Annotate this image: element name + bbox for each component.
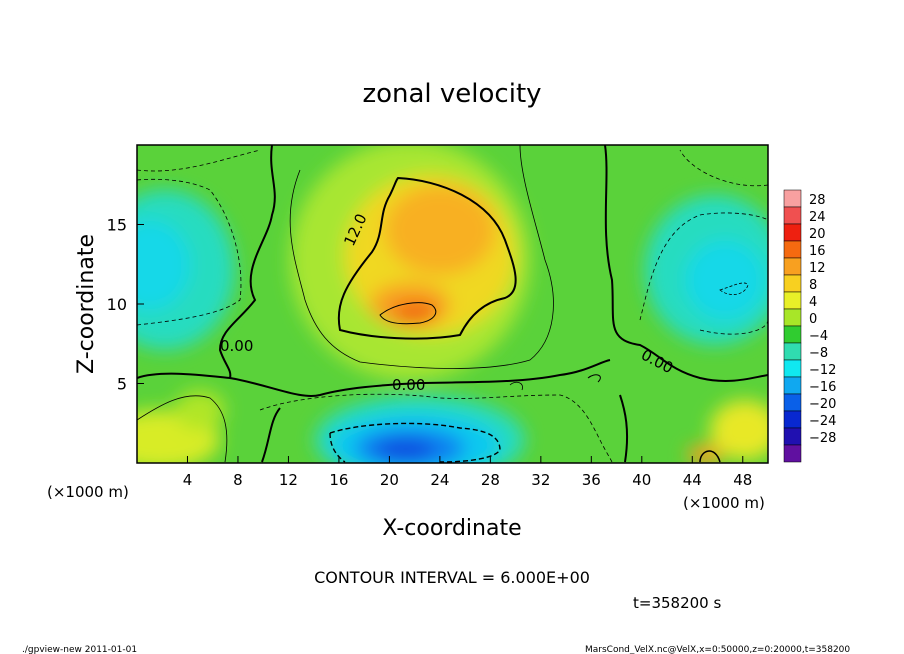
colorbar-label: −8 bbox=[809, 346, 828, 361]
colorbar-swatch bbox=[783, 206, 802, 225]
y-tick-label: 10 bbox=[107, 295, 127, 314]
x-tick-label: 16 bbox=[329, 471, 348, 489]
contour-interval: CONTOUR INTERVAL = 6.000E+00 bbox=[314, 568, 590, 587]
y-axis-title: Z-coordinate bbox=[74, 234, 99, 374]
colorbar-swatch bbox=[783, 393, 802, 412]
plot-area: 12.0 0.00 0.00 0.00 bbox=[137, 145, 768, 463]
x-tick-label: 32 bbox=[531, 471, 550, 489]
colorbar-swatch bbox=[783, 274, 802, 293]
x-axis-title: X-coordinate bbox=[382, 516, 521, 541]
footer-right: MarsCond_VelX.nc@VelX,x=0:50000,z=0:2000… bbox=[585, 645, 850, 654]
colorbar-label: −12 bbox=[809, 363, 836, 378]
colorbar-swatch bbox=[783, 342, 802, 361]
y-axis: 5 10 15 bbox=[107, 216, 144, 394]
colorbar-label: 8 bbox=[809, 278, 817, 293]
x-unit-right: (×1000 m) bbox=[683, 494, 765, 512]
colorbar: 28 24 20 16 12 8 4 0 −4 −8 −12 −16 −20 −24 −28 bbox=[783, 189, 836, 463]
x-tick-label: 20 bbox=[380, 471, 399, 489]
x-tick-label: 4 bbox=[183, 471, 193, 489]
x-tick-label: 8 bbox=[233, 471, 243, 489]
contour-label-0-left: 0.00 bbox=[220, 337, 253, 355]
x-tick-label: 44 bbox=[683, 471, 702, 489]
y-tick-label: 5 bbox=[117, 375, 127, 394]
colorbar-swatch bbox=[783, 189, 802, 208]
colorbar-label: 20 bbox=[809, 227, 826, 242]
x-axis: 4 8 12 16 20 24 28 32 36 40 44 48 bbox=[183, 456, 752, 489]
colorbar-swatch bbox=[783, 427, 802, 446]
colorbar-swatch bbox=[783, 240, 802, 259]
colorbar-swatch bbox=[783, 410, 802, 429]
colorbar-label: 0 bbox=[809, 312, 817, 327]
x-tick-label: 36 bbox=[582, 471, 601, 489]
x-unit-left: (×1000 m) bbox=[47, 483, 129, 501]
colorbar-label: −4 bbox=[809, 329, 828, 344]
colorbar-label: 24 bbox=[809, 210, 826, 225]
colorbar-swatch bbox=[783, 223, 802, 242]
x-tick-label: 24 bbox=[430, 471, 449, 489]
colorbar-label: 12 bbox=[809, 261, 826, 276]
x-tick-label: 28 bbox=[481, 471, 500, 489]
contour-label-0-bottom: 0.00 bbox=[392, 376, 425, 394]
colorbar-swatch bbox=[783, 257, 802, 276]
colorbar-swatch bbox=[783, 444, 802, 463]
colorbar-swatch bbox=[783, 291, 802, 310]
chart-title: zonal velocity bbox=[362, 79, 541, 109]
footer-left: ./gpview-new 2011-01-01 bbox=[22, 645, 137, 654]
y-tick-label: 15 bbox=[107, 216, 127, 235]
x-tick-label: 48 bbox=[733, 471, 752, 489]
time-label: t=358200 s bbox=[633, 594, 721, 612]
colorbar-label: −24 bbox=[809, 414, 836, 429]
colorbar-label: −20 bbox=[809, 397, 836, 412]
x-tick-label: 12 bbox=[279, 471, 298, 489]
x-tick-label: 40 bbox=[632, 471, 651, 489]
colorbar-swatch bbox=[783, 376, 802, 395]
colorbar-swatch bbox=[783, 325, 802, 344]
colorbar-label: −16 bbox=[809, 380, 836, 395]
colorbar-label: 28 bbox=[809, 193, 826, 208]
colorbar-label: 4 bbox=[809, 295, 817, 310]
colorbar-swatch bbox=[783, 359, 802, 378]
colorbar-label: −28 bbox=[809, 431, 836, 446]
colorbar-label: 16 bbox=[809, 244, 826, 259]
colorbar-swatch bbox=[783, 308, 802, 327]
